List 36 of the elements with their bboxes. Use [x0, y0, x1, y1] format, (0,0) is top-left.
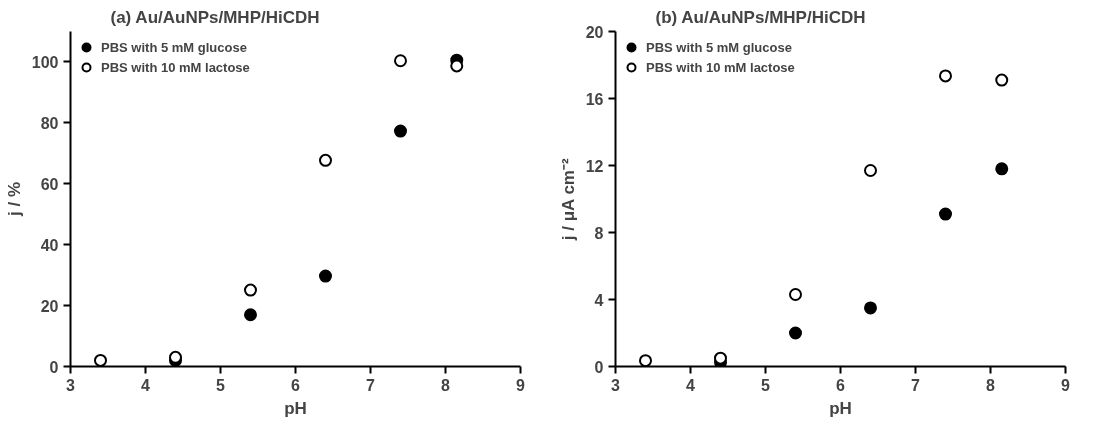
x-axis-title: pH	[829, 398, 852, 418]
x-tick-label: 7	[366, 376, 376, 394]
chart-title: (b) Au/AuNPs/MHP/HiCDH	[655, 7, 866, 27]
x-tick-label: 4	[686, 376, 696, 394]
x-tick-label: 7	[911, 376, 921, 394]
legend-label: PBS with 10 mM lactose	[101, 59, 250, 75]
y-tick-label: 16	[585, 90, 604, 108]
y-axis-title: j / %	[4, 181, 24, 217]
y-tick-label: 80	[40, 114, 59, 132]
x-axis-title: pH	[284, 398, 307, 418]
y-tick-label: 100	[31, 53, 59, 71]
x-tick-label: 4	[141, 376, 151, 394]
y-tick-label: 20	[40, 297, 59, 315]
y-tick-label: 20	[585, 23, 604, 41]
chart-title: (a) Au/AuNPs/MHP/HiCDH	[110, 7, 320, 27]
legend-label: PBS with 5 mM glucose	[101, 39, 247, 55]
x-tick-label: 5	[761, 376, 771, 394]
y-tick-label: 8	[594, 224, 604, 242]
x-tick-label: 3	[611, 376, 621, 394]
y-tick-label: 4	[594, 291, 604, 309]
x-tick-label: 3	[66, 376, 76, 394]
x-tick-label: 6	[291, 376, 301, 394]
x-tick-label: 9	[516, 376, 526, 394]
x-tick-label: 8	[986, 376, 996, 394]
x-tick-label: 8	[441, 376, 451, 394]
legend-label: PBS with 10 mM lactose	[646, 59, 795, 75]
y-axis-title: j / μA cm⁻²	[558, 158, 578, 242]
x-tick-label: 9	[1061, 376, 1071, 394]
y-tick-label: 12	[585, 157, 604, 175]
x-tick-label: 5	[216, 376, 226, 394]
y-tick-label: 40	[40, 236, 59, 254]
y-tick-label: 60	[40, 175, 59, 193]
legend-label: PBS with 5 mM glucose	[646, 39, 792, 55]
y-tick-label: 0	[594, 358, 604, 376]
y-tick-label: 0	[49, 358, 59, 376]
x-tick-label: 6	[836, 376, 846, 394]
